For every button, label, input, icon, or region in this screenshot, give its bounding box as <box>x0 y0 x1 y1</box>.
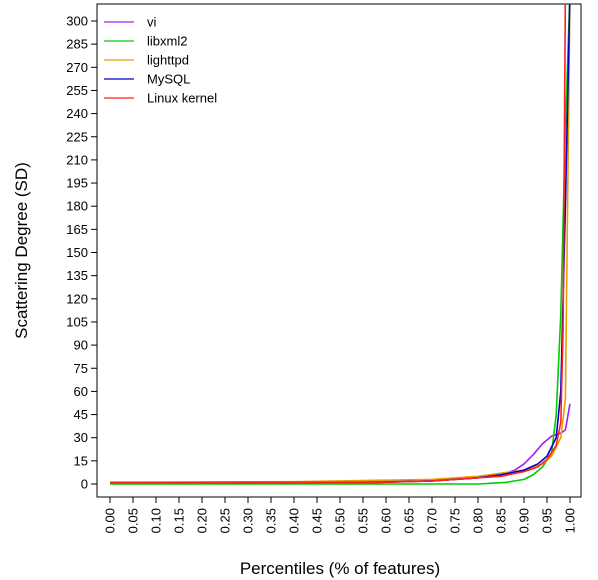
x-tick-label: 0.35 <box>264 508 279 533</box>
x-tick-label: 0.05 <box>126 508 141 533</box>
y-tick-label: 270 <box>66 60 88 75</box>
y-tick-label: 120 <box>66 291 88 306</box>
x-tick-label: 0.95 <box>540 508 555 533</box>
y-tick-label: 105 <box>66 314 88 329</box>
legend-item: Linux kernel <box>104 91 217 106</box>
x-tick-label: 0.80 <box>471 508 486 533</box>
x-tick-label: 0.00 <box>103 508 118 533</box>
y-tick-label: 75 <box>74 361 88 376</box>
x-tick-label: 0.25 <box>218 508 233 533</box>
legend: vi libxml2 lighttpd MySQL Linux kernel <box>104 15 217 106</box>
x-tick-label: 0.15 <box>172 508 187 533</box>
x-tick-label: 0.70 <box>425 508 440 533</box>
x-tick-label: 0.65 <box>402 508 417 533</box>
x-tick-label: 1.00 <box>563 508 578 533</box>
y-tick-label: 240 <box>66 106 88 121</box>
x-tick-label: 0.30 <box>241 508 256 533</box>
x-tick-label: 0.10 <box>149 508 164 533</box>
y-tick-label: 0 <box>81 477 88 492</box>
y-tick-label: 45 <box>74 407 88 422</box>
y-tick-label: 180 <box>66 199 88 214</box>
y-tick-label: 150 <box>66 245 88 260</box>
x-tick-label: 0.20 <box>195 508 210 533</box>
y-tick-label: 30 <box>74 430 88 445</box>
legend-label: libxml2 <box>147 34 187 49</box>
y-tick-label: 15 <box>74 453 88 468</box>
y-tick-label: 285 <box>66 37 88 52</box>
x-tick-label: 0.40 <box>287 508 302 533</box>
y-tick-label: 165 <box>66 222 88 237</box>
x-tick-label: 0.50 <box>333 508 348 533</box>
series-layer <box>109 4 571 485</box>
legend-label: Linux kernel <box>147 91 217 106</box>
y-axis: 0 15 30 45 60 75 90 105 120 135 150 165 180 195 210 225… <box>66 14 97 492</box>
legend-label: vi <box>147 15 157 30</box>
plot-area <box>96 3 582 498</box>
y-tick-label: 195 <box>66 176 88 191</box>
series-line-vi <box>110 403 571 484</box>
x-tick-label: 0.85 <box>494 508 509 533</box>
y-tick-label: 210 <box>66 152 88 167</box>
y-tick-label: 90 <box>74 338 88 353</box>
plot-border <box>96 3 582 498</box>
x-axis-title: Percentiles (% of features) <box>240 559 440 578</box>
legend-label: lighttpd <box>147 53 189 68</box>
y-tick-label: 300 <box>66 14 88 29</box>
x-tick-label: 0.45 <box>310 508 325 533</box>
series-line-linux-kernel <box>110 4 567 484</box>
y-axis-title: Scattering Degree (SD) <box>12 162 31 339</box>
legend-item: lighttpd <box>104 53 189 68</box>
legend-item: vi <box>104 15 157 30</box>
series-line-libxml2 <box>110 4 571 485</box>
legend-item: libxml2 <box>104 34 187 49</box>
y-tick-label: 60 <box>74 384 88 399</box>
y-tick-label: 225 <box>66 129 88 144</box>
x-tick-label: 0.75 <box>448 508 463 533</box>
x-tick-label: 0.90 <box>517 508 532 533</box>
x-tick-label: 0.55 <box>356 508 371 533</box>
x-tick-label: 0.60 <box>379 508 394 533</box>
y-tick-label: 255 <box>66 83 88 98</box>
legend-label: MySQL <box>147 72 190 87</box>
y-tick-label: 135 <box>66 268 88 283</box>
legend-item: MySQL <box>104 72 190 87</box>
x-axis: 0.00 0.05 0.10 0.15 0.20 0.25 0.30 0.35 0.40 0.45… <box>103 497 578 533</box>
